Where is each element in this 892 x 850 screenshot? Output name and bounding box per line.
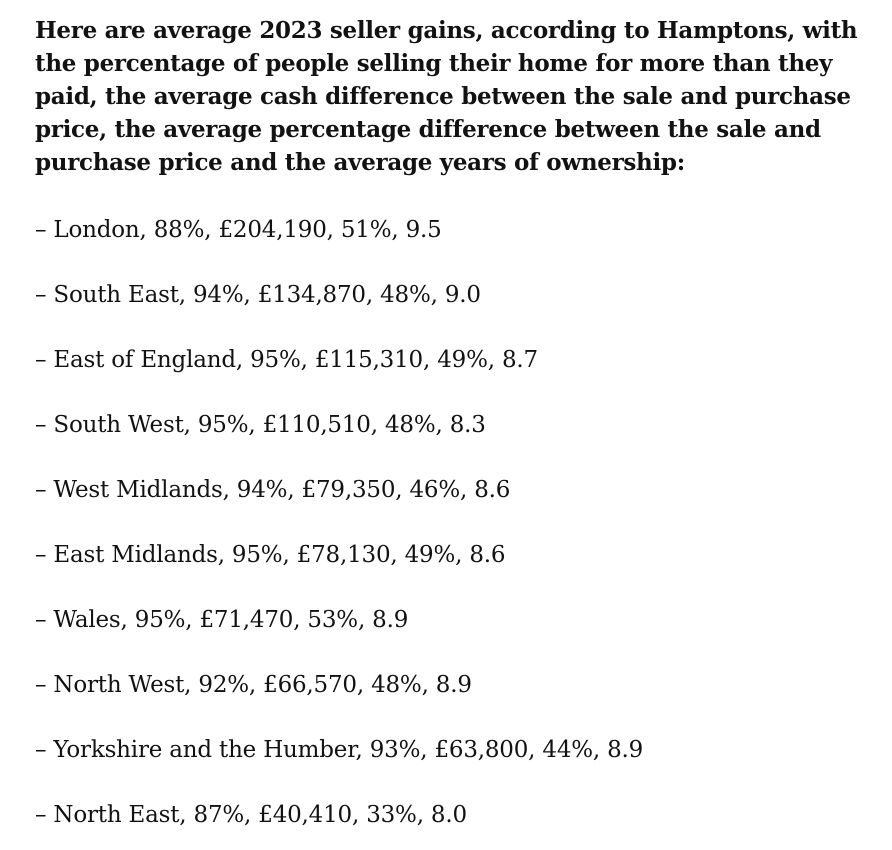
region-stat-line: – South West, 95%, £110,510, 48%, 8.3 [35,412,486,438]
region-stat-line: – North East, 87%, £40,410, 33%, 8.0 [35,802,467,828]
region-stat-line: – East Midlands, 95%, £78,130, 49%, 8.6 [35,542,506,568]
region-stat-line: – East of England, 95%, £115,310, 49%, 8… [35,347,538,373]
article-body: Here are average 2023 seller gains, acco… [35,17,874,830]
region-stat-line: – Yorkshire and the Humber, 93%, £63,800… [35,737,644,763]
region-stat-line: – West Midlands, 94%, £79,350, 46%, 8.6 [35,477,511,503]
intro-paragraph: Here are average 2023 seller gains, acco… [35,17,858,176]
region-stat-line: – Wales, 95%, £71,470, 53%, 8.9 [35,607,409,633]
region-stat-line: – London, 88%, £204,190, 51%, 9.5 [35,217,442,243]
region-stat-line: – South East, 94%, £134,870, 48%, 9.0 [35,282,481,308]
region-stat-line: – North West, 92%, £66,570, 48%, 8.9 [35,672,472,698]
seller-gains-list: – London, 88%, £204,190, 51%, 9.5 – South… [35,215,874,830]
